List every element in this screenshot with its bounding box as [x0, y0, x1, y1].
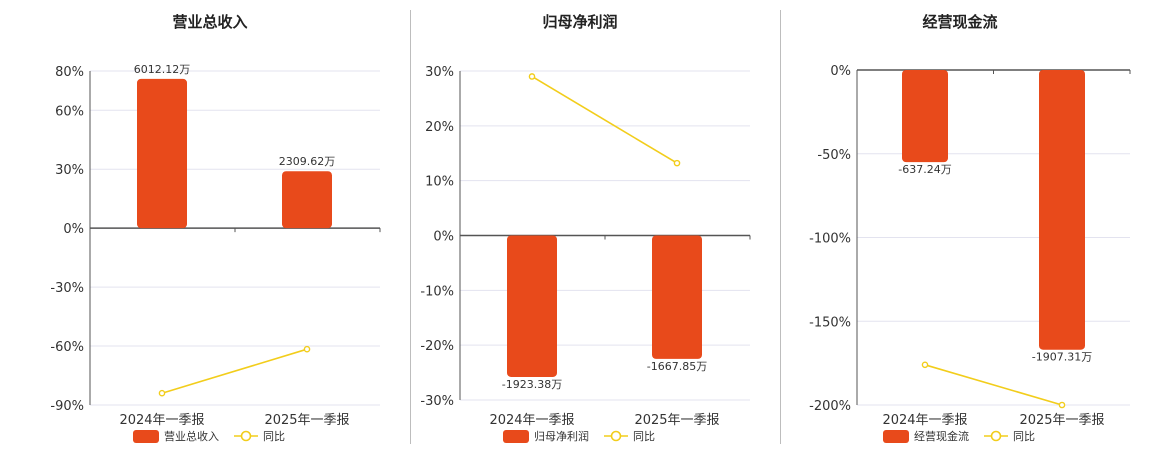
- divider-2: [780, 10, 781, 444]
- chart-title: 归母净利润: [542, 13, 617, 31]
- y-tick-label: -100%: [809, 232, 851, 247]
- data-label: -1923.38万: [502, 378, 562, 391]
- legend-bar-swatch: [133, 430, 159, 443]
- y-tick-label: 0%: [830, 64, 851, 79]
- y-tick-label: -20%: [420, 339, 454, 354]
- y-tick-label: -90%: [50, 399, 84, 414]
- yoy-point: [528, 73, 536, 80]
- legend-bar-label: 营业总收入: [164, 429, 219, 443]
- data-label: -1907.31万: [1032, 351, 1092, 364]
- y-tick-label: 20%: [425, 120, 454, 135]
- legend-bar-label: 归母净利润: [534, 429, 589, 443]
- legend-line-marker: [240, 430, 252, 442]
- chart-svg-cash-flow: 经营现金流 0% -50% -100% -150% -200% -637.24万 -1907.…: [809, 13, 1131, 443]
- x-tick-label: 2024年一季报: [119, 413, 204, 428]
- yoy-line: [531, 75, 678, 164]
- legend-bar-swatch: [883, 430, 909, 443]
- y-tick-label: -30%: [50, 281, 84, 296]
- y-tick-label: -150%: [809, 315, 851, 330]
- bar: [902, 70, 948, 163]
- y-tick-label: -50%: [817, 148, 851, 163]
- x-tick-label: 2024年一季报: [489, 413, 574, 428]
- legend-line-label: 同比: [633, 430, 655, 443]
- x-tick-label: 2025年一季报: [1019, 413, 1104, 428]
- chart-svg-revenue: 营业总收入 80% 60% 30% 0% -30% -60% -90% 6012.12万 2309…: [50, 13, 381, 443]
- legend-bar-swatch: [503, 430, 529, 443]
- y-tick-label: 30%: [425, 65, 454, 80]
- x-tick-label: 2024年一季报: [882, 413, 967, 428]
- yoy-point: [921, 361, 929, 369]
- y-tick-label: 30%: [55, 163, 84, 178]
- yoy-point: [158, 389, 166, 397]
- legend-line-label: 同比: [263, 430, 285, 443]
- data-label: 2309.62万: [279, 155, 336, 168]
- chart-title: 经营现金流: [922, 13, 997, 31]
- bar: [282, 171, 332, 229]
- yoy-point: [303, 345, 311, 353]
- divider-1: [410, 10, 411, 444]
- y-tick-label: 60%: [55, 104, 84, 119]
- y-tick-label: -10%: [420, 284, 454, 299]
- yoy-line: [924, 364, 1063, 406]
- y-tick-label: 10%: [425, 175, 454, 190]
- bar: [137, 78, 187, 229]
- chart-panel-revenue: 营业总收入 80% 60% 30% 0% -30% -60% -90% 6012.12万 2309…: [0, 0, 381, 450]
- y-tick-label: -200%: [809, 399, 851, 414]
- legend-line-marker: [610, 430, 622, 442]
- data-label: -637.24万: [898, 163, 951, 176]
- y-tick-label: -60%: [50, 340, 84, 355]
- y-tick-label: 0%: [63, 222, 84, 237]
- y-tick-label: -30%: [420, 394, 454, 409]
- y-tick-label: 80%: [55, 65, 84, 80]
- yoy-point: [1058, 401, 1066, 409]
- chart-svg-net-profit: 归母净利润 30% 20% 10% 0% -10% -20% -30% -1923.38万 -16…: [420, 13, 751, 443]
- data-label: 6012.12万: [134, 63, 191, 76]
- legend-line-label: 同比: [1013, 430, 1035, 443]
- x-tick-label: 2025年一季报: [264, 413, 349, 428]
- chart-panel-net-profit: 归母净利润 30% 20% 10% 0% -10% -20% -30% -1923.38万 -16…: [372, 0, 751, 450]
- bar: [652, 235, 702, 359]
- x-tick-label: 2025年一季报: [634, 413, 719, 428]
- chart-panel-cash-flow: 经营现金流 0% -50% -100% -150% -200% -637.24万 -1907.…: [742, 0, 1131, 450]
- yoy-line: [161, 348, 308, 394]
- y-tick-label: 0%: [433, 230, 454, 245]
- yoy-point: [673, 159, 681, 167]
- bar: [1039, 70, 1085, 350]
- data-label: -1667.85万: [647, 360, 707, 373]
- legend-line-marker: [990, 430, 1002, 442]
- legend-bar-label: 经营现金流: [914, 429, 969, 443]
- bar: [507, 235, 557, 377]
- chart-title: 营业总收入: [172, 13, 247, 31]
